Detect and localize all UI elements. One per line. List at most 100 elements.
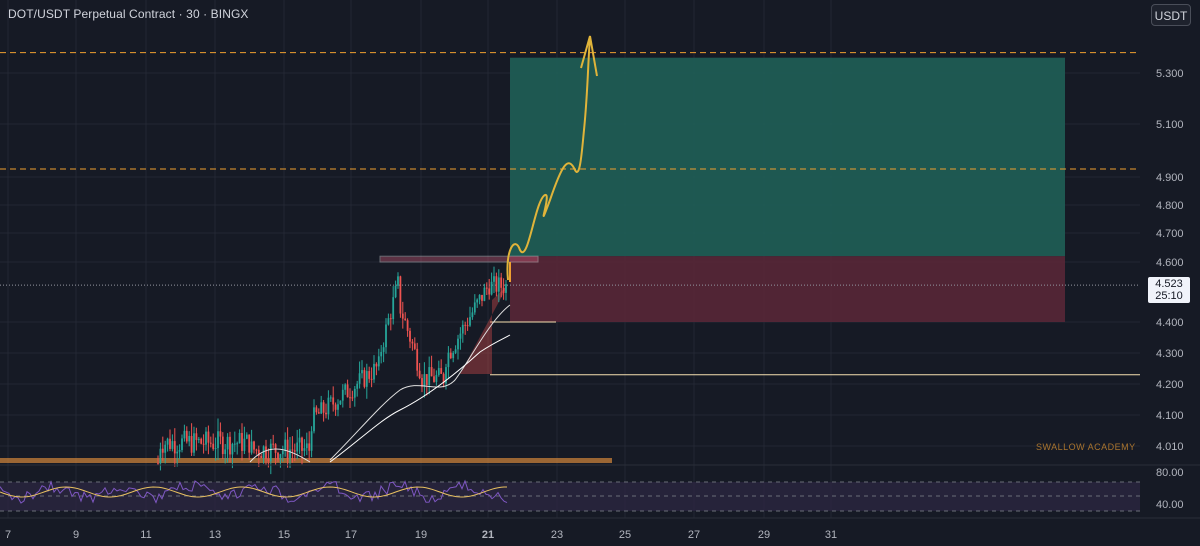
price-tick-label: 5.100 [1156, 119, 1184, 131]
time-tick-label: 25 [619, 529, 631, 541]
candle-body [413, 343, 416, 349]
candle-body [452, 352, 455, 359]
candle-body [404, 318, 407, 321]
ma-fast-line [249, 304, 511, 463]
price-tick-label: 4.600 [1156, 257, 1184, 269]
candle-body [317, 412, 320, 414]
candle-body [483, 287, 486, 301]
candles [157, 266, 507, 475]
candle-body [233, 443, 236, 445]
candle-body [339, 400, 342, 405]
candle-body [190, 435, 193, 453]
candle-body [430, 367, 433, 377]
time-tick-label: 27 [688, 529, 700, 541]
price-tick-label: 4.300 [1156, 348, 1184, 360]
candle-body [313, 407, 315, 432]
candle-body [399, 276, 402, 314]
candle-body [385, 324, 387, 348]
candle-body [394, 285, 397, 298]
time-tick-label: 15 [278, 529, 290, 541]
candle-body [257, 449, 260, 456]
candle-body [428, 367, 431, 386]
projection-curve [506, 37, 591, 281]
candle-body [461, 324, 464, 334]
candle-body [161, 448, 164, 453]
candle-body [166, 438, 169, 445]
candle-body [236, 443, 239, 445]
candle-body [281, 450, 284, 455]
candle-body [181, 438, 183, 451]
rsi-signal-line [0, 486, 507, 498]
candle-body [346, 384, 349, 398]
last-price-tag: 4.523 25:10 [1148, 277, 1190, 303]
candle-body [185, 430, 188, 442]
candle-body [341, 389, 344, 401]
resistance-box [379, 255, 539, 263]
rsi-line [0, 479, 508, 504]
candle-body [466, 325, 469, 327]
candle-body [392, 297, 395, 320]
candle-body [265, 446, 267, 459]
candle-body [207, 431, 210, 443]
rsi-pane [0, 464, 1200, 512]
candle-body [229, 436, 231, 455]
candle-body [296, 442, 299, 452]
candle-body [245, 434, 248, 439]
candle-body [209, 442, 212, 444]
price-tick-label: 4.900 [1156, 172, 1184, 184]
candle-body [188, 435, 191, 442]
candle-body [377, 356, 380, 367]
candle-body [418, 370, 421, 379]
bar-countdown: 25:10 [1155, 290, 1183, 302]
time-tick-label: 31 [825, 529, 837, 541]
candle-body [406, 320, 409, 331]
price-tick-label: 4.010 [1156, 441, 1184, 453]
candle-body [457, 338, 459, 350]
time-tick-label: 23 [551, 529, 563, 541]
candle-body [363, 370, 366, 387]
candle-body [272, 443, 275, 445]
price-tick-label: 4.200 [1156, 379, 1184, 391]
candle-body [322, 402, 325, 413]
candle-body [440, 368, 443, 374]
candle-body [248, 434, 251, 453]
candle-body [195, 433, 198, 441]
candle-body [473, 302, 476, 313]
candle-body [212, 443, 215, 449]
candle-body [202, 443, 205, 445]
candle-body [315, 407, 318, 413]
candle-body [176, 451, 179, 454]
time-tick-label: 11 [140, 529, 151, 541]
candle-body [502, 287, 505, 293]
candle-body [334, 404, 337, 410]
candle-body [255, 449, 258, 451]
candle-body [442, 373, 445, 384]
candle-body [293, 450, 296, 452]
time-tick-label: 9 [73, 529, 79, 541]
candle-body [183, 430, 186, 439]
candle-body [344, 384, 347, 390]
candle-body [243, 438, 246, 451]
candle-body [493, 276, 495, 282]
candle-body [289, 449, 291, 459]
candle-body [373, 363, 375, 380]
candle-body [224, 449, 227, 455]
candle-body [349, 397, 351, 399]
candle-body [329, 397, 332, 399]
time-tick-label: 7 [5, 529, 11, 541]
currency-button[interactable]: USDT [1151, 4, 1191, 26]
candle-body [469, 317, 471, 326]
candle-body [303, 448, 306, 451]
candle-body [219, 431, 222, 437]
base-band [0, 458, 612, 463]
candle-body [284, 439, 287, 451]
candle-body [238, 433, 241, 444]
time-tick-label: 21 [482, 529, 494, 541]
candle-body [485, 287, 488, 289]
candle-body [205, 431, 207, 445]
candle-body [217, 431, 219, 449]
candle-body [500, 277, 503, 288]
price-axis: 5.300 5.100 4.900 4.800 4.700 4.600 4.400 4.300… [1156, 68, 1184, 511]
candle-body [193, 433, 195, 453]
